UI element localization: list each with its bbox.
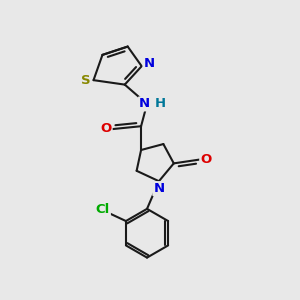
Text: O: O (100, 122, 112, 135)
Text: N: N (153, 182, 164, 195)
Text: N: N (139, 98, 150, 110)
Text: O: O (200, 153, 211, 166)
Text: H: H (155, 97, 166, 110)
Text: N: N (143, 57, 155, 70)
Text: Cl: Cl (96, 203, 110, 216)
Text: S: S (81, 74, 91, 87)
